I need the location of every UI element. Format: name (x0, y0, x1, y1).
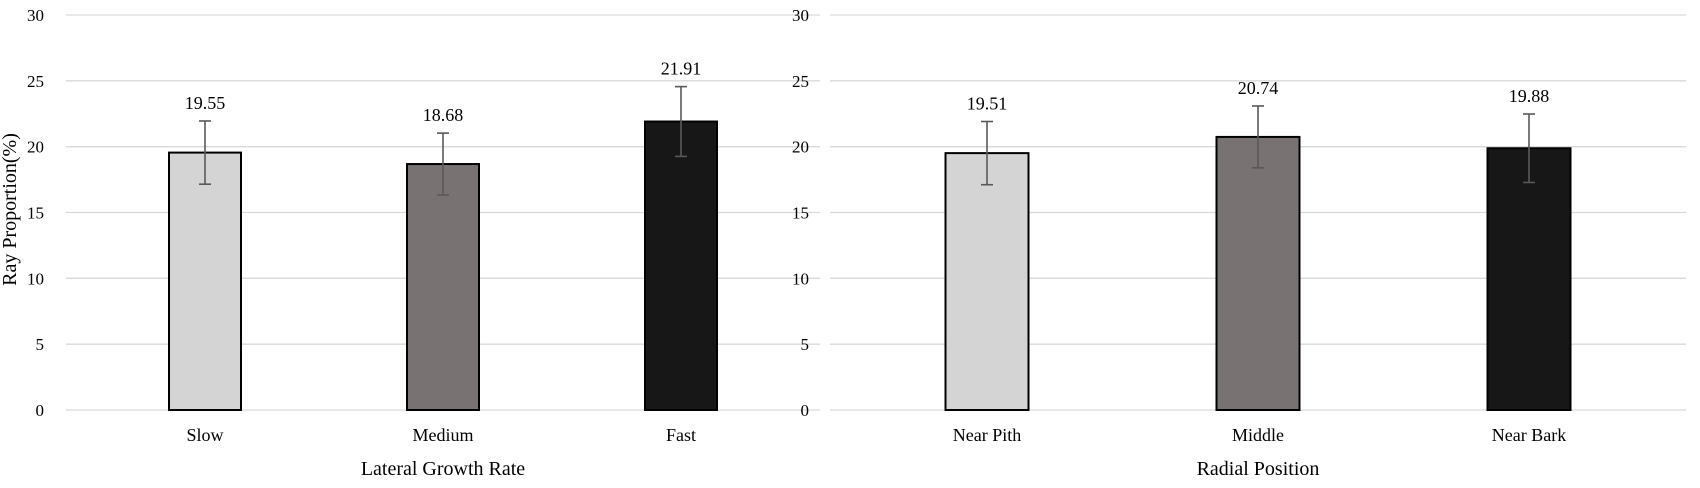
data-label: 19.51 (967, 94, 1008, 114)
y-tick-label: 25 (27, 72, 44, 91)
y-tick-label: 0 (801, 401, 810, 420)
data-label: 20.74 (1238, 78, 1279, 98)
data-label: 18.68 (423, 105, 464, 125)
y-tick-label: 30 (27, 6, 44, 25)
data-label: 21.91 (661, 59, 702, 79)
error-bar (199, 120, 211, 185)
x-tick-label: Medium (413, 425, 474, 445)
data-label: 19.88 (1509, 86, 1550, 106)
error-bar (1523, 113, 1535, 184)
y-tick-label: 5 (801, 335, 810, 354)
y-tick-label: 10 (27, 269, 44, 288)
x-tick-label: Slow (186, 425, 223, 445)
x-tick-label: Middle (1232, 425, 1284, 445)
data-label: 19.55 (185, 93, 226, 113)
y-axis-title: Ray Proportion(%) (0, 133, 21, 286)
y-tick-label: 0 (36, 401, 45, 420)
x-tick-label: Near Bark (1492, 425, 1566, 445)
growth-rate-panel: Ray Proportion(%) Lateral Growth Rate 0 5… (0, 6, 820, 480)
y-tick-label: 20 (792, 138, 809, 157)
y-tick-label: 30 (792, 6, 809, 25)
radial-position-panel: Radial Position 0 5 10 15 20 25 30 19.51 Near Pi… (792, 6, 1686, 480)
x-axis-title: Lateral Growth Rate (361, 458, 525, 480)
error-bar (981, 120, 993, 186)
error-bar (675, 85, 687, 158)
bar (168, 151, 242, 411)
x-tick-label: Near Pith (953, 425, 1021, 445)
y-tick-label: 5 (36, 335, 45, 354)
bar (1215, 135, 1301, 411)
x-axis-title: Radial Position (1197, 458, 1320, 480)
error-bar (1252, 105, 1264, 169)
bar (1486, 147, 1572, 411)
y-tick-label: 20 (27, 138, 44, 157)
bar (644, 120, 718, 411)
bar (944, 152, 1030, 411)
bar (406, 163, 480, 411)
y-tick-label: 15 (792, 204, 809, 223)
y-tick-label: 25 (792, 72, 809, 91)
error-bar (437, 132, 449, 196)
x-tick-label: Fast (666, 425, 696, 445)
y-tick-label: 10 (792, 269, 809, 288)
y-tick-label: 15 (27, 204, 44, 223)
